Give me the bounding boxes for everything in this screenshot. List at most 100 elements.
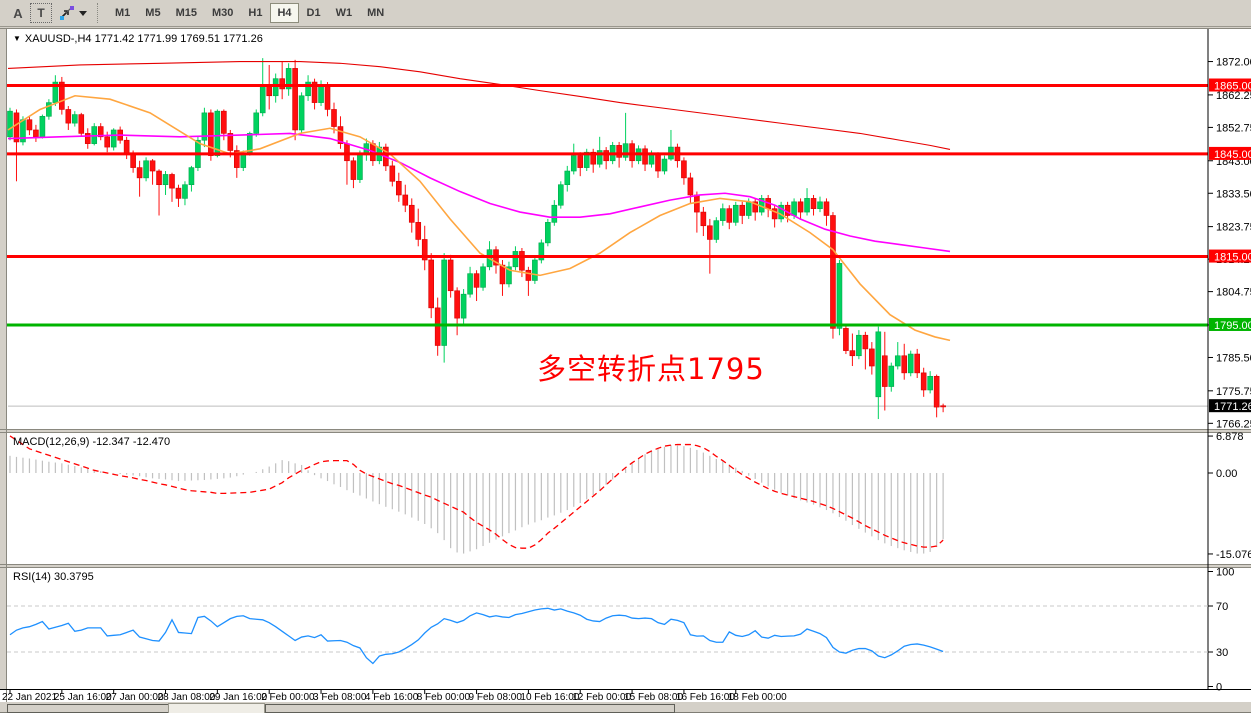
bear-candle <box>395 180 402 196</box>
bear-candle <box>797 201 804 213</box>
time-tick-label: 27 Jan 00:00 <box>106 692 164 703</box>
price-tick-label: 1852.75 <box>1216 122 1251 134</box>
bull-candle <box>460 293 467 319</box>
cycle-colors-icon <box>60 6 74 20</box>
bull-candle <box>927 375 933 391</box>
bear-candle <box>292 68 298 131</box>
timeframe-button-m1[interactable]: M1 <box>115 7 131 19</box>
bull-candle <box>214 110 221 156</box>
bear-candle <box>940 405 946 408</box>
time-tick-label: 22 Jan 2021 <box>2 692 57 703</box>
bull-candle <box>46 102 52 117</box>
rsi-axis-label-0: 0 <box>1216 682 1222 694</box>
bear-candle <box>149 160 156 172</box>
bear-candle <box>499 264 506 285</box>
timeframe-button-m5[interactable]: M5 <box>145 7 161 19</box>
rsi-panel[interactable] <box>7 568 1251 689</box>
scrollbar-thumb[interactable] <box>168 703 265 713</box>
bear-candle <box>771 208 778 220</box>
panel-splitter-2[interactable] <box>0 564 1251 568</box>
time-tick-label: 15 Feb 08:00 <box>624 692 683 703</box>
bear-candle <box>65 109 72 124</box>
bull-candle <box>240 153 247 168</box>
time-axis-area[interactable] <box>0 690 1251 702</box>
bull-candle <box>188 167 195 186</box>
timeframe-button-d1[interactable]: D1 <box>306 7 321 19</box>
bull-candle <box>298 95 305 131</box>
price-tick-label: 1804.75 <box>1216 287 1251 299</box>
time-tick-label: 16 Feb 16:00 <box>676 692 735 703</box>
bear-candle <box>577 155 584 168</box>
bear-candle <box>344 143 350 162</box>
bear-candle <box>208 112 214 156</box>
toolbar: A T M1 M5 M15 M30 H1 H4 D1 W1 MN <box>0 0 1251 27</box>
bull-candle <box>357 153 363 180</box>
bear-candle <box>169 174 175 189</box>
bear-candle <box>33 129 39 138</box>
bear-candle <box>389 165 396 182</box>
bear-candle <box>933 375 940 408</box>
main-chart-panel[interactable] <box>7 29 1251 429</box>
bull-candle <box>253 112 260 134</box>
ma-magenta-line <box>7 132 951 253</box>
symbol-ohlc-text: XAUUSD-,H4 1771.42 1771.99 1769.51 1771.… <box>24 33 263 45</box>
bear-candle <box>519 251 525 271</box>
bull-candle <box>480 266 486 288</box>
bear-candle <box>84 133 91 144</box>
timeframe-button-m15[interactable]: M15 <box>175 7 197 19</box>
bear-candle <box>726 208 733 223</box>
bull-candle <box>817 201 823 209</box>
bear-candle <box>849 350 856 357</box>
time-tick-label: 18 Feb 00:00 <box>728 692 787 703</box>
bear-candle <box>234 150 240 168</box>
bull-candle <box>143 160 149 179</box>
toolbar-separator <box>97 3 102 23</box>
bear-candle <box>415 222 422 240</box>
bull-candle <box>318 85 324 103</box>
bull-candle <box>791 201 797 216</box>
bear-candle <box>130 153 136 168</box>
level-label-1815.00-box <box>1209 249 1251 263</box>
bear-candle <box>914 353 921 374</box>
bull-candle <box>7 110 13 138</box>
bull-candle <box>719 208 726 221</box>
timeframe-button-w1[interactable]: W1 <box>335 7 353 19</box>
bear-candle <box>175 187 182 199</box>
bear-candle <box>700 211 707 227</box>
bull-candle <box>564 170 571 186</box>
bear-candle <box>350 160 357 180</box>
time-tick-label: 29 Jan 16:00 <box>209 692 267 703</box>
bull-candle <box>648 153 655 165</box>
bear-candle <box>655 153 661 172</box>
bull-candle <box>305 81 311 97</box>
time-tick-label: 25 Jan 16:00 <box>54 692 112 703</box>
bear-candle <box>227 133 234 151</box>
bear-candle <box>603 150 609 162</box>
font-tool-button[interactable]: A <box>13 5 23 21</box>
price-tick-label: 1775.75 <box>1216 386 1251 398</box>
timeframe-button-h1[interactable]: H1 <box>248 7 263 19</box>
time-tick-label: 8 Feb 00:00 <box>417 692 471 703</box>
level-label-1865.00: 1865.00 <box>1214 81 1251 93</box>
bear-candle <box>694 194 700 213</box>
timeframe-button-m30[interactable]: M30 <box>211 7 234 19</box>
bull-candle <box>888 365 895 387</box>
bull-candle <box>894 355 901 367</box>
bear-candle <box>279 78 285 90</box>
macd-panel[interactable] <box>7 433 1251 564</box>
price-tick-label: 1872.00 <box>1216 57 1251 69</box>
timeframe-button-mn[interactable]: MN <box>367 7 385 19</box>
timeframe-button-h4[interactable]: H4 <box>270 3 299 23</box>
bull-candle <box>570 155 577 172</box>
price-tick-label: 1823.75 <box>1216 222 1251 234</box>
bear-candle <box>324 85 331 110</box>
cycle-colors-button[interactable] <box>58 5 87 21</box>
panel-splitter-1[interactable] <box>0 429 1251 433</box>
bull-candle <box>201 112 208 141</box>
bear-candle <box>408 204 415 223</box>
bear-candle <box>421 239 428 261</box>
bear-candle <box>642 148 648 165</box>
level-label-1795.00-box <box>1209 317 1251 331</box>
text-label-tool-button[interactable]: T <box>30 3 52 23</box>
